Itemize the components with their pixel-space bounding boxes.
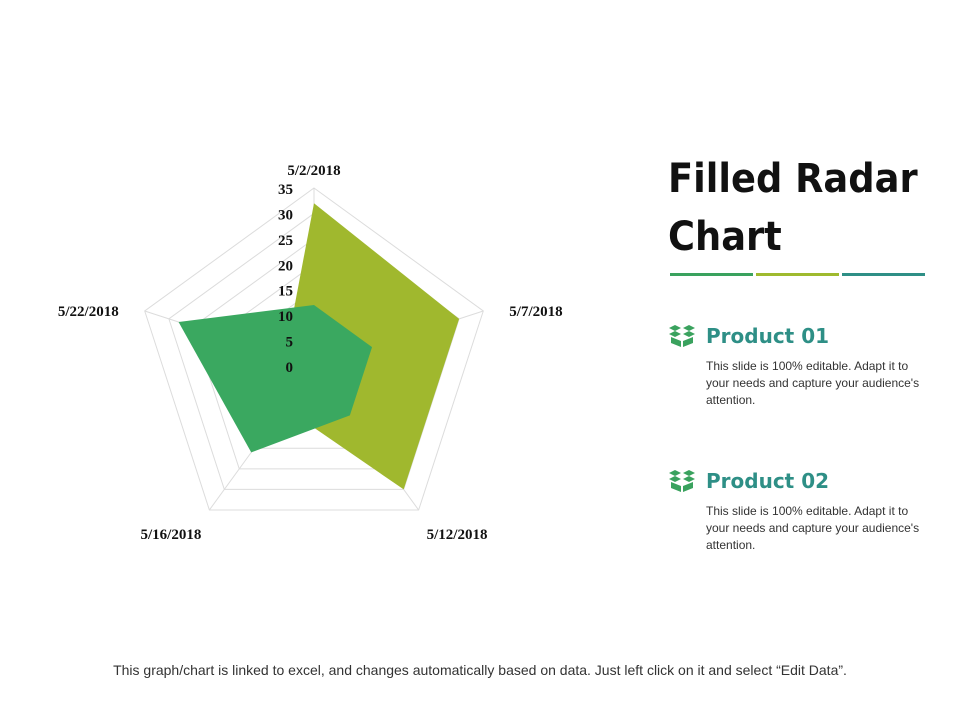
- category-label-3: 5/16/2018: [141, 527, 202, 543]
- tick-label-5: 25: [278, 233, 293, 249]
- legend-item-product-02: Product 02 This slide is 100% editable. …: [668, 469, 938, 554]
- grid-ring-7: [144, 187, 484, 511]
- radial-tick-labels: 0 5 10 15 20 25 30 35: [278, 182, 293, 376]
- legend-label: Product 01: [706, 324, 830, 348]
- tick-label-7: 35: [278, 182, 293, 198]
- category-label-2: 5/12/2018: [427, 527, 488, 543]
- category-label-0: 5/2/2018: [287, 163, 340, 179]
- tick-label-1: 5: [286, 335, 294, 351]
- title-underline: [670, 273, 925, 276]
- tick-label-3: 15: [278, 284, 293, 300]
- box-icon: [669, 470, 695, 492]
- category-labels: 5/2/2018 5/7/2018 5/12/2018 5/16/2018 5/22/2…: [58, 163, 563, 543]
- legend-description: This slide is 100% editable. Adapt it to…: [706, 359, 920, 407]
- tick-label-2: 10: [278, 309, 293, 325]
- underline-segment-lime: [756, 273, 839, 276]
- footer-note: This graph/chart is linked to excel, and…: [113, 662, 847, 678]
- box-icon: [669, 325, 695, 347]
- category-label-1: 5/7/2018: [509, 304, 562, 320]
- series-area-1: [178, 304, 373, 453]
- radar-chart: 0 5 10 15 20 25 30 35 5/2/2018 5/7/2018 5/12/2018…: [58, 163, 563, 543]
- page-title: Filled Radar Chart: [668, 156, 918, 260]
- radar-series: [178, 203, 460, 490]
- legend-description: This slide is 100% editable. Adapt it to…: [706, 504, 920, 552]
- legend-item-product-01: Product 01 This slide is 100% editable. …: [668, 324, 938, 409]
- underline-segment-green: [670, 273, 753, 276]
- underline-segment-teal: [842, 273, 925, 276]
- tick-label-0: 0: [286, 360, 294, 376]
- category-label-4: 5/22/2018: [58, 304, 119, 320]
- tick-label-4: 20: [278, 258, 293, 274]
- legend-label: Product 02: [706, 469, 830, 493]
- tick-label-6: 30: [278, 207, 293, 223]
